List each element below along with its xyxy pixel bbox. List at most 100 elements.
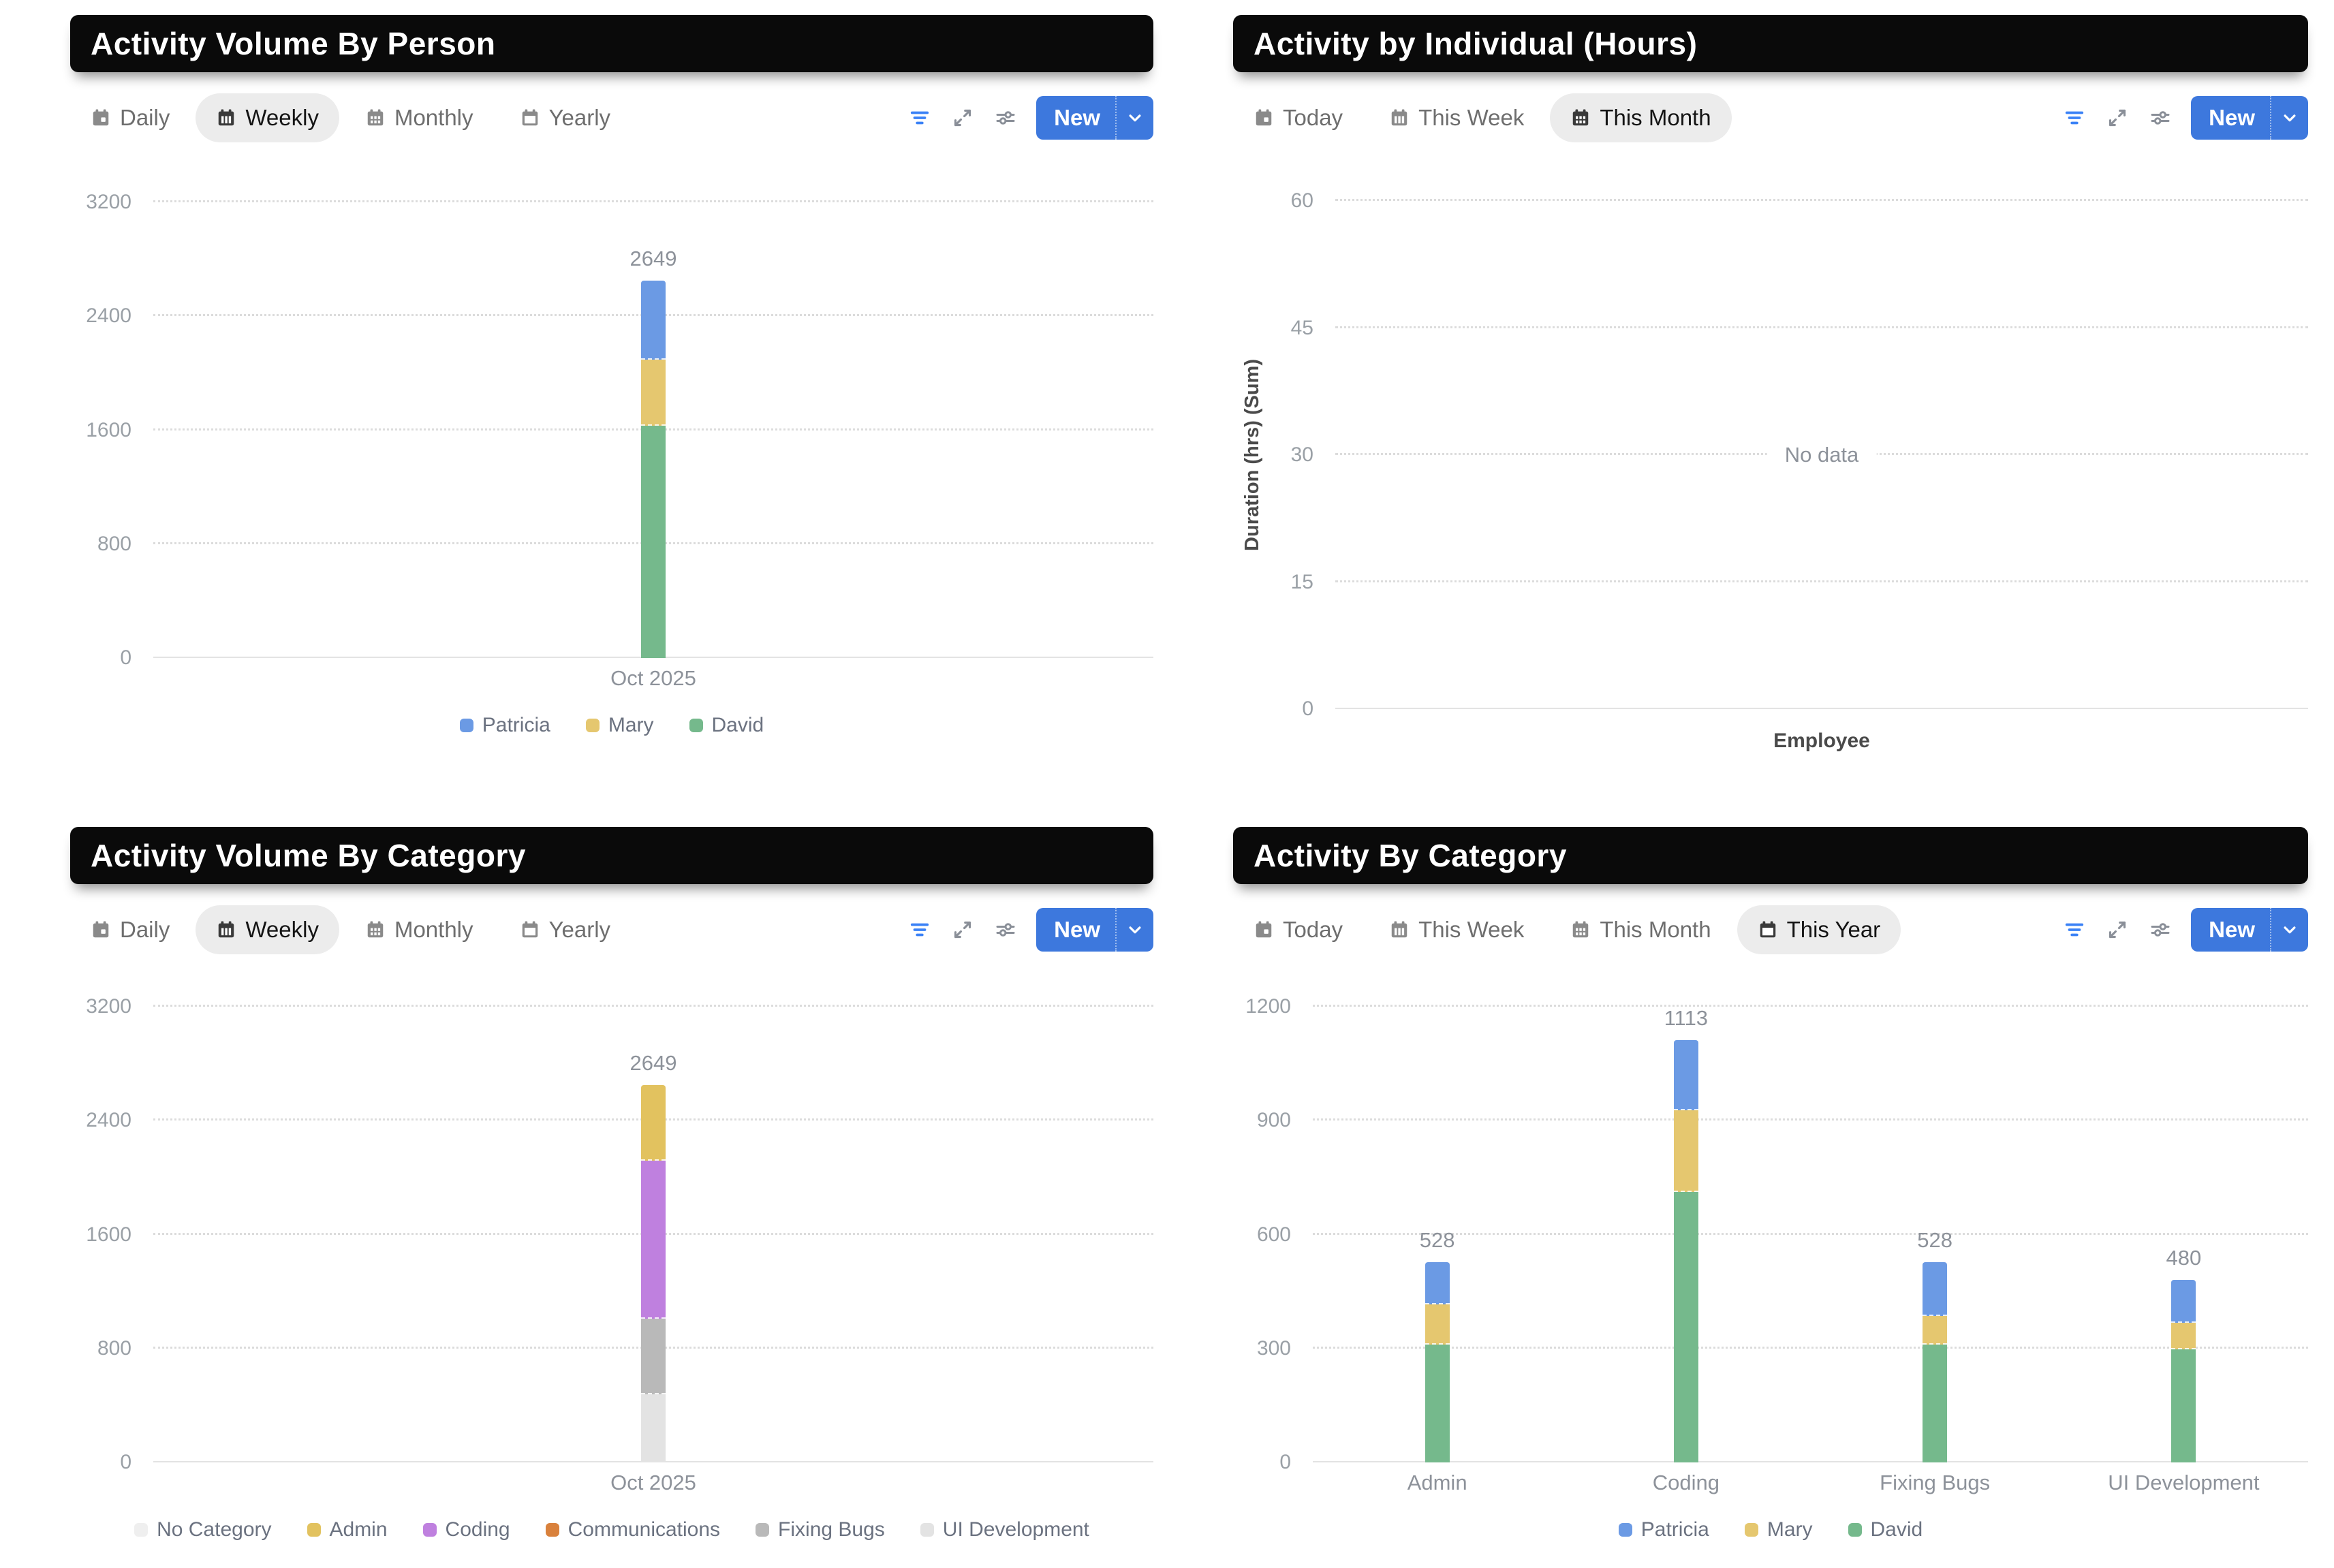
bar-segment-patricia[interactable]: [1673, 1039, 1698, 1110]
legend-item-admin[interactable]: Admin: [307, 1518, 388, 1541]
panel-activity-by-individual-hours: Activity by Individual (Hours) Today This…: [1167, 0, 2334, 784]
legend-item-david[interactable]: David: [1848, 1518, 1923, 1541]
tab-this-month[interactable]: This Month: [1550, 93, 1732, 142]
sliders-button[interactable]: [2148, 918, 2173, 942]
legend-item-fixing-bugs[interactable]: Fixing Bugs: [756, 1518, 885, 1541]
y-axis-tick-label: 3200: [86, 191, 131, 213]
bar-segment-ui-development[interactable]: [641, 1394, 666, 1462]
bar-segment-patricia[interactable]: [641, 281, 666, 360]
bar-segment-david[interactable]: [1425, 1345, 1450, 1462]
bar-segment-coding[interactable]: [641, 1160, 666, 1319]
legend-item-mary[interactable]: Mary: [1744, 1518, 1813, 1541]
tab-label: Weekly: [245, 917, 319, 942]
tab-label: This Week: [1418, 917, 1525, 942]
bar-segment-david[interactable]: [2171, 1349, 2196, 1462]
tab-today[interactable]: Today: [1233, 93, 1363, 142]
y-axis-tick-label: 0: [120, 646, 131, 669]
legend-swatch: [459, 719, 473, 732]
tab-today[interactable]: Today: [1233, 905, 1363, 954]
x-axis-tick-labels: Admin Coding Fixing Bugs UI Development: [1313, 1471, 2308, 1499]
bar-segment-david[interactable]: [1673, 1191, 1698, 1462]
chart-activity-by-category: 0 300 600 900 1200 528 1113 528 480 Admin Coding Fi…: [1233, 995, 2308, 1541]
expand-button[interactable]: [950, 106, 975, 130]
tab-monthly[interactable]: Monthly: [345, 93, 494, 142]
chevron-down-icon[interactable]: [2271, 108, 2308, 128]
tab-daily[interactable]: Daily: [70, 905, 190, 954]
gridline: [1313, 1232, 2308, 1235]
new-button[interactable]: New: [1036, 908, 1153, 952]
bar-segment-mary[interactable]: [1425, 1304, 1450, 1345]
sliders-button[interactable]: [2148, 106, 2173, 130]
chevron-down-icon[interactable]: [1117, 920, 1153, 940]
bar-segment-patricia[interactable]: [1425, 1261, 1450, 1305]
chevron-down-icon[interactable]: [2271, 920, 2308, 940]
tab-this-week[interactable]: This Week: [1369, 905, 1544, 954]
bar-oct-2025: 2649: [630, 247, 676, 658]
legend-item-ui-development[interactable]: UI Development: [920, 1518, 1089, 1541]
bar-segment-admin[interactable]: [641, 1085, 666, 1161]
legend-item-david[interactable]: David: [689, 714, 764, 737]
panel-title-text: Activity by Individual (Hours): [1254, 26, 1698, 61]
tab-label: Daily: [120, 105, 170, 130]
tab-label: Today: [1283, 917, 1343, 942]
panel-title-bar: Activity Volume By Person: [70, 15, 1153, 72]
expand-button[interactable]: [2105, 106, 2130, 130]
calendar-month-icon: [1570, 920, 1591, 940]
legend-label: Communications: [567, 1518, 721, 1541]
tab-this-year[interactable]: This Year: [1737, 905, 1901, 954]
bar-segment-mary[interactable]: [2171, 1323, 2196, 1350]
tab-weekly[interactable]: Weekly: [196, 905, 339, 954]
bar-segment-patricia[interactable]: [2171, 1280, 2196, 1323]
expand-button[interactable]: [2105, 918, 2130, 942]
legend: No Category Admin Coding Communications Fixi…: [70, 1518, 1153, 1541]
bar-segment-mary[interactable]: [641, 359, 666, 426]
sliders-button[interactable]: [993, 106, 1018, 130]
bar-segment-david[interactable]: [1923, 1345, 1948, 1462]
legend-swatch: [1744, 1523, 1758, 1537]
legend-item-coding[interactable]: Coding: [422, 1518, 510, 1541]
legend-item-communications[interactable]: Communications: [545, 1518, 721, 1541]
toolbar: Daily Weekly Monthly Yearly New: [70, 900, 1153, 959]
bar-segment-david[interactable]: [641, 426, 666, 658]
sliders-icon: [2148, 918, 2173, 942]
y-axis-title-text: Duration (hrs) (Sum): [1241, 359, 1263, 551]
chevron-down-icon[interactable]: [1117, 108, 1153, 128]
filter-button[interactable]: [2062, 918, 2087, 942]
x-axis-baseline: [1335, 708, 2308, 709]
filter-button[interactable]: [907, 918, 932, 942]
legend-item-no-category[interactable]: No Category: [134, 1518, 272, 1541]
panel-title-text: Activity By Category: [1254, 838, 1567, 873]
bar-segment-fixing-bugs[interactable]: [641, 1319, 666, 1394]
tab-this-week[interactable]: This Week: [1369, 93, 1544, 142]
x-axis-tick-label: Oct 2025: [610, 666, 696, 690]
legend-item-patricia[interactable]: Patricia: [1618, 1518, 1709, 1541]
chart-body: 0 800 1600 2400 3200 2649: [70, 191, 1153, 669]
tab-label: Yearly: [548, 105, 611, 130]
filter-button[interactable]: [907, 106, 932, 130]
bar-segment-patricia[interactable]: [1923, 1261, 1948, 1317]
new-button[interactable]: New: [2191, 908, 2308, 952]
new-button[interactable]: New: [1036, 96, 1153, 140]
new-button[interactable]: New: [2191, 96, 2308, 140]
tab-daily[interactable]: Daily: [70, 93, 190, 142]
tab-yearly[interactable]: Yearly: [499, 905, 632, 954]
bar-segment-mary[interactable]: [1673, 1110, 1698, 1192]
plot-area: 2649: [153, 200, 1153, 658]
legend-item-mary[interactable]: Mary: [585, 714, 654, 737]
bar-segment-mary[interactable]: [1923, 1316, 1948, 1345]
toolbar-controls: New: [907, 908, 1153, 952]
y-axis-tick-label: 2400: [86, 304, 131, 328]
calendar-month-icon: [365, 108, 386, 128]
y-axis-tick-label: 2400: [86, 1109, 131, 1132]
filter-button[interactable]: [2062, 106, 2087, 130]
sliders-button[interactable]: [993, 918, 1018, 942]
tab-this-month[interactable]: This Month: [1550, 905, 1731, 954]
y-axis-tick-label: 1600: [86, 1223, 131, 1246]
calendar-day-icon: [1254, 108, 1274, 128]
tab-weekly[interactable]: Weekly: [196, 93, 339, 142]
expand-button[interactable]: [950, 918, 975, 942]
tab-yearly[interactable]: Yearly: [499, 93, 632, 142]
sliders-icon: [2148, 106, 2173, 130]
legend-item-patricia[interactable]: Patricia: [459, 714, 550, 737]
tab-monthly[interactable]: Monthly: [345, 905, 494, 954]
